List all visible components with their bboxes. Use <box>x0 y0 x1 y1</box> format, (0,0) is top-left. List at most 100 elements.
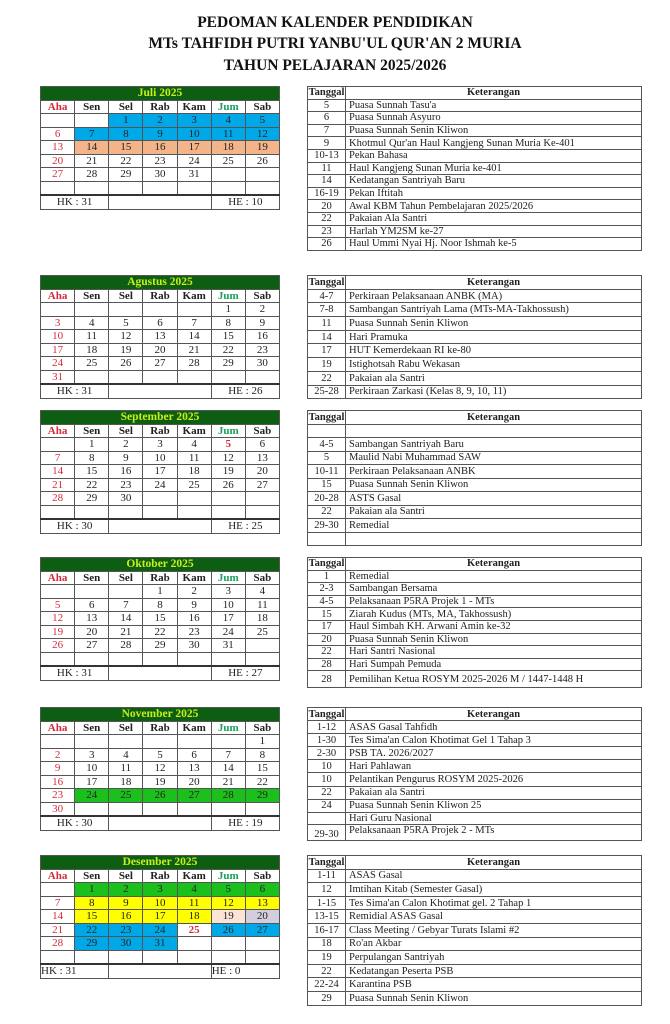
keterangan-header: Keterangan <box>345 86 642 100</box>
summary-blank <box>108 963 212 979</box>
day-name: Sen <box>74 288 110 303</box>
day-name: Aha <box>39 570 76 585</box>
day-cell: 28 <box>39 936 76 951</box>
day-name: Aha <box>39 99 76 114</box>
day-name: Sen <box>74 99 110 114</box>
day-cell: 28 <box>108 638 144 653</box>
empty-day-cell <box>210 651 246 667</box>
event-row: 26 Haul Ummi Nyai Hj. Noor Ishmah ke-5 <box>307 237 642 251</box>
event-row: 15 Puasa Sunnah Senin Kliwon <box>307 477 642 492</box>
empty-day-cell <box>210 180 246 196</box>
empty-day-cell <box>108 584 144 599</box>
event-date: 7 <box>307 123 346 138</box>
empty-day-cell <box>108 734 144 749</box>
week-row: 12 13 14 15 16 17 18 <box>39 611 281 626</box>
event-date: 2-30 <box>307 746 346 761</box>
day-name: Rab <box>142 570 178 585</box>
empty-day-cell <box>39 651 76 667</box>
empty-day-cell <box>108 504 144 520</box>
week-row: 7 8 9 10 11 12 13 <box>39 450 281 465</box>
day-cell: 17 <box>39 342 76 357</box>
week-row: 10 11 12 13 14 15 16 <box>39 329 281 344</box>
day-cell: 13 <box>142 329 178 344</box>
day-cell: 22 <box>142 624 178 639</box>
day-cell: 10 <box>74 761 110 776</box>
event-description: ASTS Gasal <box>345 491 642 506</box>
event-description: Remedial <box>345 518 642 533</box>
week-row: 1 <box>39 734 281 749</box>
day-cell: 23 <box>244 342 281 357</box>
day-name: Sen <box>74 720 110 735</box>
document-title-line-3: TAHUN PELAJARAN 2025/2026 <box>223 57 447 74</box>
day-name: Aha <box>39 423 76 438</box>
day-cell: 22 <box>244 774 281 789</box>
day-cell: 19 <box>142 774 178 789</box>
summary-blank <box>108 518 212 534</box>
events-table: Tanggal Keterangan 1-11 ASAS Gasal 12 Imtihan… <box>307 855 642 1006</box>
empty-day-cell <box>176 936 212 951</box>
event-row: 20 Awal KBM Tahun Pembelajaran 2025/2026 <box>307 199 642 213</box>
month-header-row: Oktober 2025 <box>40 557 280 572</box>
event-row: 4-5 Pelaksanaan P5RA Projek 1 - MTs <box>307 594 642 609</box>
empty-day-cell <box>39 302 76 317</box>
event-row: 15 Ziarah Kudus (MTs, MA, Takhossush) <box>307 607 642 621</box>
day-name: Rab <box>142 423 178 438</box>
day-cell: 23 <box>176 624 212 639</box>
day-cell: 15 <box>74 909 110 924</box>
event-row: 16-19 Pekan Iftitah <box>307 186 642 201</box>
day-cell: 5 <box>108 315 144 330</box>
event-row: Hari Guru Nasional <box>307 811 642 825</box>
day-cell: 15 <box>108 140 144 155</box>
month-header-row: November 2025 <box>40 707 280 722</box>
week-row: 14 15 16 17 18 19 20 <box>39 909 281 924</box>
day-cell: 4 <box>108 747 144 762</box>
event-description: Pelaksanaan P5RA Projek 1 - MTs <box>345 594 642 609</box>
event-date: 24 <box>307 798 346 813</box>
day-cell: 16 <box>142 140 178 155</box>
event-date: 9 <box>307 136 346 150</box>
day-cell: 9 <box>176 597 212 612</box>
day-cell: 13 <box>244 895 281 910</box>
day-cell: 22 <box>74 477 110 492</box>
event-description: Maulid Nabi Muhammad SAW <box>345 450 642 465</box>
empty-day-cell <box>210 734 246 749</box>
day-name: Kam <box>176 99 212 114</box>
empty-day-cell <box>74 584 110 599</box>
day-cell: 2 <box>142 113 178 128</box>
day-name: Kam <box>176 423 212 438</box>
event-date: 20-28 <box>307 491 346 506</box>
week-row: 21 22 23 24 25 26 27 <box>39 477 281 492</box>
empty-day-cell <box>108 369 144 385</box>
event-description <box>345 531 642 546</box>
week-row: 5 6 7 8 9 10 11 <box>39 597 281 612</box>
hari-efektif: HE : 19 <box>210 815 281 831</box>
day-cell: 14 <box>108 611 144 626</box>
day-cell: 8 <box>74 895 110 910</box>
day-cell: 14 <box>39 464 76 479</box>
day-cell: 27 <box>244 922 281 937</box>
keterangan-header: Keterangan <box>345 706 642 722</box>
event-date: 1 <box>307 569 346 584</box>
month-calendar: Agustus 2025 Aha Sen Sel Rab Kam Jum Sab 1 2 3 4 5 6 7… <box>39 275 281 399</box>
event-description: Puasa Sunnah Senin Kliwon 25 <box>345 798 642 813</box>
day-cell: 29 <box>108 167 144 182</box>
event-description: Hari Pramuka <box>345 329 642 345</box>
day-cell: 3 <box>210 584 246 599</box>
week-row: 17 18 19 20 21 22 23 <box>39 342 281 357</box>
event-description: Puasa Sunnah Senin Kliwon <box>345 316 642 331</box>
day-cell: 11 <box>176 895 212 910</box>
day-cell: 27 <box>244 477 281 492</box>
day-name: Sab <box>244 720 281 735</box>
day-cell: 30 <box>108 936 144 951</box>
summary-row: HK : 31 HE : 0 <box>39 963 281 979</box>
day-cell: 4 <box>244 584 281 599</box>
day-cell: 17 <box>142 909 178 924</box>
keterangan-header: Keterangan <box>345 410 642 425</box>
day-cell: 27 <box>176 788 212 803</box>
empty-day-cell <box>74 504 110 520</box>
day-cell: 1 <box>210 302 246 317</box>
event-description: Perkiraan Zarkasi (Kelas 8, 9, 10, 11) <box>345 384 642 400</box>
empty-day-cell <box>39 584 76 599</box>
day-cell: 12 <box>142 761 178 776</box>
